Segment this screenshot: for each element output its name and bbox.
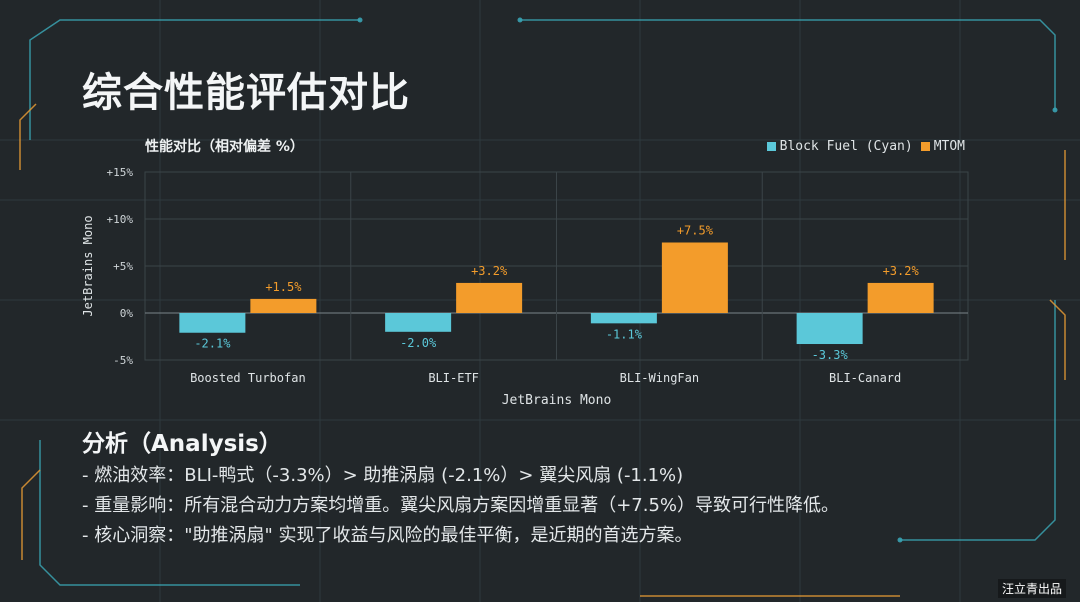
bar-mtom xyxy=(867,282,934,313)
analysis-point-weight: - 重量影响：所有混合动力方案均增重。翼尖风扇方案因增重显著（+7.5%）导致可… xyxy=(82,495,840,516)
data-label: +1.5% xyxy=(265,280,302,294)
legend-swatch-block-fuel xyxy=(766,142,776,151)
page-title: 综合性能评估对比 xyxy=(82,70,410,116)
data-label: -3.3% xyxy=(812,348,849,362)
y-tick-label: 0% xyxy=(120,307,134,320)
analysis-point-insight: - 核心洞察："助推涡扇" 实现了收益与风险的最佳平衡，是近期的首选方案。 xyxy=(82,525,693,546)
y-tick-label: +15% xyxy=(107,166,134,179)
legend-label-block-fuel: Block Fuel (Cyan) xyxy=(779,139,913,154)
x-tick-label: Boosted Turbofan xyxy=(190,371,306,385)
x-axis-title: JetBrains Mono xyxy=(502,393,612,408)
bar-mtom xyxy=(250,298,317,313)
bar-block-fuel xyxy=(179,313,246,333)
chart-title: 性能对比（相对偏差 %） xyxy=(145,139,304,155)
y-tick-label: +10% xyxy=(107,213,134,226)
legend-swatch-mtom xyxy=(920,142,930,151)
analysis-point-fuel: - 燃油效率：BLI-鸭式（-3.3%）> 助推涡扇 (-2.1%）> 翼尖风扇… xyxy=(82,465,684,486)
legend-item-block-fuel: Block Fuel (Cyan) xyxy=(766,139,913,154)
x-tick-label: BLI-WingFan xyxy=(620,371,699,385)
analysis-list: - 燃油效率：BLI-鸭式（-3.3%）> 助推涡扇 (-2.1%）> 翼尖风扇… xyxy=(82,461,839,551)
data-label: +3.2% xyxy=(471,264,508,278)
data-label: +3.2% xyxy=(883,264,920,278)
legend-item-mtom: MTOM xyxy=(920,139,965,154)
x-tick-label: BLI-Canard xyxy=(829,371,901,385)
data-label: +7.5% xyxy=(677,224,714,238)
bar-mtom xyxy=(661,242,728,313)
bar-block-fuel xyxy=(796,313,863,345)
chart-legend: Block Fuel (Cyan) MTOM xyxy=(766,139,965,154)
data-label: -2.0% xyxy=(400,336,437,350)
bar-block-fuel xyxy=(385,313,452,332)
y-axis-title: JetBrains Mono xyxy=(81,215,95,316)
data-label: -2.1% xyxy=(194,337,231,351)
y-tick-label: -5% xyxy=(113,354,133,367)
y-tick-label: +5% xyxy=(113,260,133,273)
analysis-heading: 分析（Analysis） xyxy=(82,431,282,457)
legend-label-mtom: MTOM xyxy=(933,139,965,154)
data-label: -1.1% xyxy=(606,327,643,341)
x-tick-label: BLI-ETF xyxy=(428,371,479,385)
bar-mtom xyxy=(456,282,523,313)
bar-block-fuel xyxy=(590,313,657,324)
author-watermark: 汪立青出品 xyxy=(997,579,1066,598)
